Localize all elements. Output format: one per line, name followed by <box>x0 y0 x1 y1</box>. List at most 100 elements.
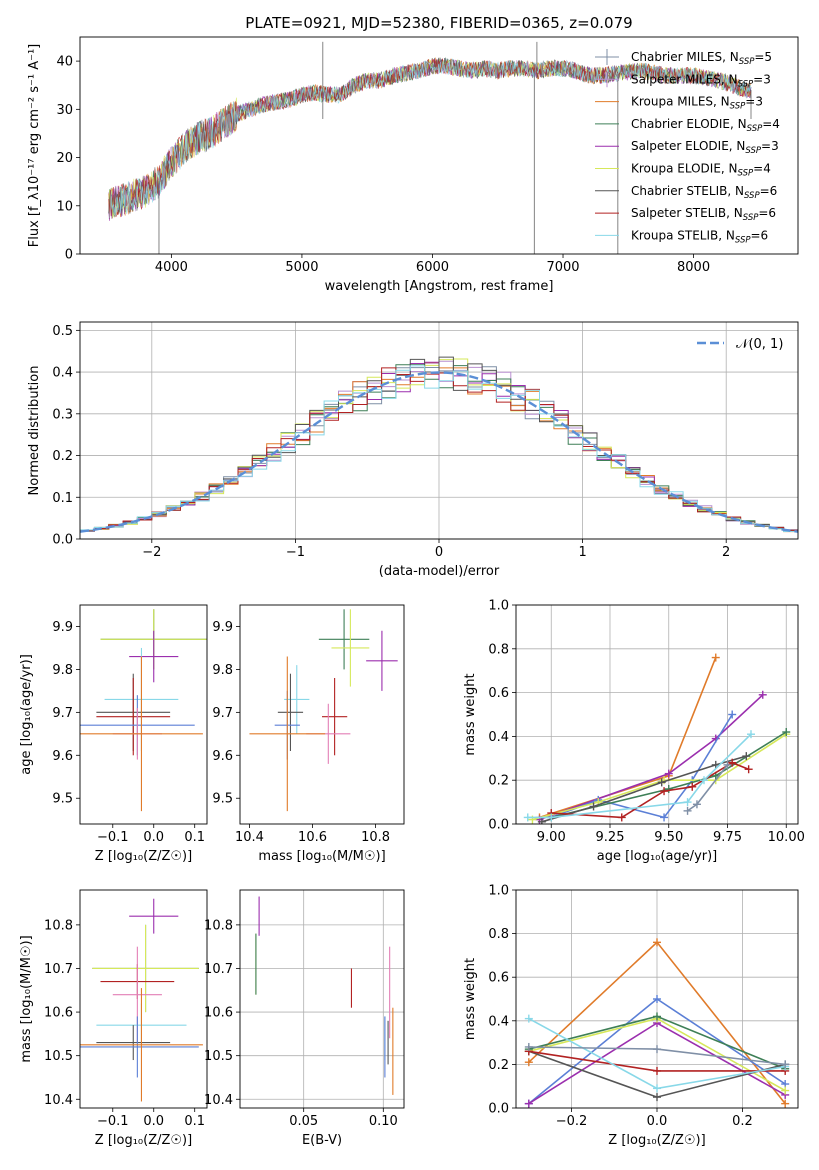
y-tick-label: 10.7 <box>44 962 73 977</box>
plot-frame <box>239 889 405 1109</box>
chart-residuals: −2 −1 0 1 2 0.0 0.1 0.2 0.3 0.4 0.5 (data-model)/er… <box>27 321 799 579</box>
plot-area <box>80 609 207 812</box>
y-tick-label: 0.8 <box>488 927 509 942</box>
x-tick-label: 9.75 <box>713 830 742 845</box>
x-axis-label: Z [log₁₀(Z/Z☉)] <box>608 1133 705 1148</box>
y-tick-label: 0.8 <box>488 642 509 657</box>
x-tick-label: 10.00 <box>768 830 805 845</box>
x-axis-label: wavelength [Angstrom, rest frame] <box>325 279 554 294</box>
x-tick-label: −1 <box>286 545 305 560</box>
x-axis-label: mass [log₁₀(M/M☉)] <box>258 849 385 864</box>
histogram-step <box>80 365 798 532</box>
y-tick-label: 10.5 <box>204 1049 233 1064</box>
x-tick-label: 10.8 <box>361 830 390 845</box>
y-tick-label: 10.4 <box>204 1093 233 1108</box>
y-tick-label: 0.1 <box>52 491 73 506</box>
legend-label: Chabrier MILES, NSSP=5 <box>631 50 772 67</box>
chart-mass_vs_Z: −0.1 0.0 0.1 10.4 10.5 10.6 10.7 10.8 Z [log₁₀(Z… <box>19 889 208 1148</box>
x-tick-label: −0.1 <box>97 1114 129 1129</box>
x-tick-label: 7000 <box>546 260 579 275</box>
y-tick-label: 10.5 <box>44 1049 73 1064</box>
y-tick-label: 0.6 <box>488 686 509 701</box>
y-tick-label: 9.9 <box>212 620 233 635</box>
y-tick-label: 10.6 <box>44 1006 73 1021</box>
spectrum-line <box>108 58 752 219</box>
x-tick-label: 10.4 <box>235 830 264 845</box>
chart-age_vs_mass: 10.4 10.6 10.8 9.5 9.6 9.7 9.8 9.9 mass [log₁₀(M… <box>212 604 405 864</box>
plot-frame <box>239 604 405 825</box>
y-tick-label: 10.8 <box>204 918 233 933</box>
x-axis-label: Z [log₁₀(Z/Z☉)] <box>95 849 192 864</box>
normal-curve <box>80 371 798 533</box>
y-tick-label: 10.8 <box>44 918 73 933</box>
x-tick-label: 1 <box>578 545 586 560</box>
y-tick-label: 9.6 <box>52 749 73 764</box>
x-tick-label: 8000 <box>677 260 710 275</box>
chart-weight_vs_Z: −0.2 0.0 0.2 0.0 0.2 0.4 0.6 0.8 1.0 Z [log₁₀(Z/Z… <box>463 884 799 1148</box>
chart-mass_vs_ebv: 0.05 0.10 10.4 10.5 10.6 10.7 10.8 E(B-V) <box>204 889 405 1148</box>
plot-area <box>249 609 398 812</box>
legend-label: 𝒩(0, 1) <box>736 337 783 352</box>
y-axis-label: Normed distribution <box>27 366 42 496</box>
x-axis-label: Z [log₁₀(Z/Z☉)] <box>95 1133 192 1148</box>
x-tick-label: 0.0 <box>647 1114 668 1129</box>
plot-area <box>524 938 790 1108</box>
y-tick-label: 0 <box>65 248 73 263</box>
y-tick-label: 1.0 <box>488 599 509 614</box>
x-tick-label: 0.10 <box>369 1114 398 1129</box>
y-tick-label: 10.4 <box>44 1093 73 1108</box>
plot-frame <box>79 604 208 825</box>
x-tick-label: 9.50 <box>654 830 683 845</box>
x-tick-label: 0.0 <box>143 1114 164 1129</box>
spectrum-line <box>108 58 752 219</box>
x-axis-label: (data-model)/error <box>379 564 500 579</box>
x-tick-label: 9.25 <box>596 830 625 845</box>
y-tick-label: 0.0 <box>488 1102 509 1117</box>
y-tick-label: 9.7 <box>212 706 233 721</box>
x-tick-label: 10.6 <box>298 830 327 845</box>
y-tick-label: 10.7 <box>204 962 233 977</box>
y-tick-label: 0.2 <box>488 774 509 789</box>
plot-frame <box>515 604 799 825</box>
x-tick-label: 0.2 <box>732 1114 753 1129</box>
plot-area <box>255 896 394 1095</box>
chart-weight_vs_age: 9.00 9.25 9.50 9.75 10.00 0.0 0.2 0.4 0.6 0.8 1.0 a… <box>463 599 805 865</box>
x-tick-label: 0.0 <box>143 830 164 845</box>
x-tick-label: −0.2 <box>556 1114 588 1129</box>
x-axis-label: age [log₁₀(age/yr)] <box>597 849 718 864</box>
x-tick-label: 6000 <box>416 260 449 275</box>
y-tick-label: 0.0 <box>488 818 509 833</box>
plot-area <box>108 41 752 254</box>
y-tick-label: 9.5 <box>212 792 233 807</box>
y-tick-label: 0.4 <box>52 366 73 381</box>
y-axis-label: age [log₁₀(age/yr)] <box>19 654 34 775</box>
y-tick-label: 0.0 <box>52 533 73 548</box>
series-line <box>551 714 733 819</box>
legend-label: Kroupa STELIB, NSSP=6 <box>631 228 768 245</box>
x-tick-label: −0.1 <box>97 830 129 845</box>
legend-label: Kroupa MILES, NSSP=3 <box>631 95 763 112</box>
plots: 4000 5000 6000 7000 8000010203040wavelength … <box>19 36 805 1148</box>
y-axis-label: mass [log₁₀(M/M☉)] <box>19 935 34 1062</box>
x-tick-label: 4000 <box>155 260 188 275</box>
x-tick-label: −2 <box>142 545 161 560</box>
legend-label: Chabrier ELODIE, NSSP=4 <box>631 117 780 134</box>
legend-label: Salpeter ELODIE, NSSP=3 <box>631 139 779 156</box>
legend-label: Chabrier STELIB, NSSP=6 <box>631 184 777 201</box>
y-tick-label: 9.8 <box>212 663 233 678</box>
y-axis-label: mass weight <box>463 673 478 755</box>
y-tick-label: 20 <box>56 151 73 166</box>
y-tick-label: 30 <box>56 103 73 118</box>
y-tick-label: 10.6 <box>204 1006 233 1021</box>
y-tick-label: 0.6 <box>488 971 509 986</box>
y-tick-label: 0.5 <box>52 324 73 339</box>
x-tick-label: 9.00 <box>537 830 566 845</box>
y-axis-label: mass weight <box>463 958 478 1040</box>
y-axis-label: Flux [f_λ10⁻¹⁷ erg cm⁻² s⁻¹ A⁻¹] <box>27 44 42 248</box>
y-tick-label: 9.6 <box>212 749 233 764</box>
y-tick-label: 0.2 <box>52 449 73 464</box>
plot-area <box>523 653 791 824</box>
plot-frame <box>515 889 799 1109</box>
x-tick-label: 0.1 <box>184 830 205 845</box>
